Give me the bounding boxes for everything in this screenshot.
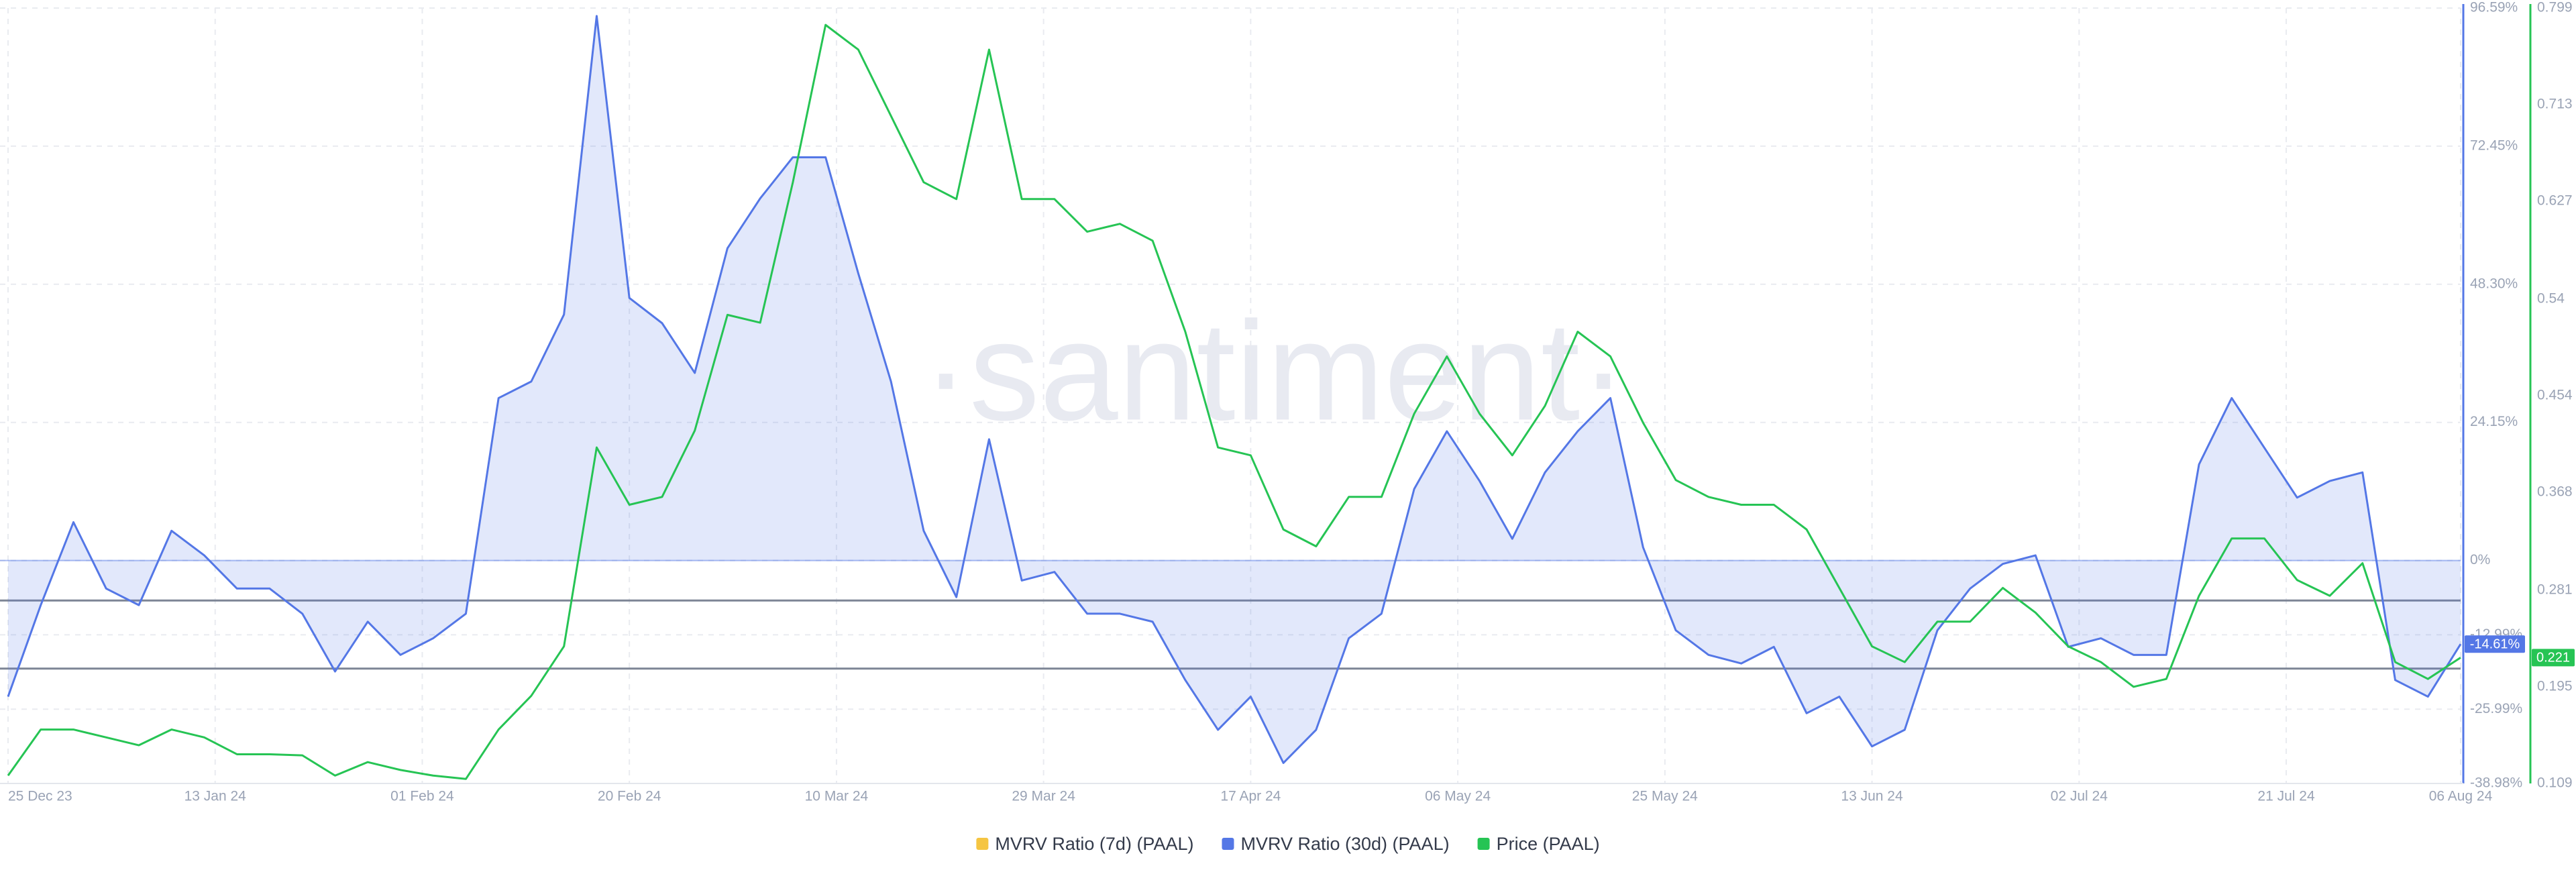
x-tick-label: 21 Jul 24	[2257, 789, 2315, 804]
y2-tick-label: 0.799	[2537, 0, 2573, 15]
y2-tick-label: 0.195	[2537, 678, 2573, 694]
y2-tick-label: 0.54	[2537, 290, 2565, 306]
x-tick-label: 13 Jan 24	[184, 789, 247, 804]
legend-swatch	[1222, 838, 1234, 850]
y2-tick-label: 0.368	[2537, 484, 2573, 500]
legend-swatch	[1477, 838, 1490, 850]
y-tick-label: 24.15%	[2470, 414, 2518, 429]
x-tick-label: 25 Dec 23	[8, 789, 72, 804]
watermark: ·santiment·	[922, 292, 1627, 449]
y2-tick-label: 0.627	[2537, 193, 2573, 209]
x-tick-label: 06 May 24	[1425, 789, 1491, 804]
y2-tick-label: 0.109	[2537, 775, 2573, 791]
y-tick-label: -25.99%	[2470, 701, 2522, 716]
x-tick-label: 20 Feb 24	[598, 789, 661, 804]
legend-label: MVRV Ratio (30d) (PAAL)	[1240, 834, 1449, 854]
x-tick-label: 13 Jun 24	[1841, 789, 1903, 804]
current-value-label: -14.61%	[2470, 637, 2520, 651]
legend-swatch	[976, 838, 989, 850]
line	[7, 23, 2461, 780]
x-tick-label: 29 Mar 24	[1012, 789, 1075, 804]
legend-label: Price (PAAL)	[1497, 834, 1600, 854]
x-tick-label: 17 Apr 24	[1220, 789, 1281, 804]
y-tick-label: 0%	[2470, 552, 2490, 567]
x-tick-label: 10 Mar 24	[805, 789, 869, 804]
x-tick-label: 01 Feb 24	[390, 789, 454, 804]
y2-tick-label: 0.454	[2537, 388, 2573, 403]
x-tick-label: 06 Aug 24	[2429, 789, 2493, 804]
y2-tick-label: 0.281	[2537, 582, 2573, 597]
x-tick-label: 25 May 24	[1632, 789, 1698, 804]
current-value-label: 0.221	[2536, 651, 2570, 665]
x-tick-label: 02 Jul 24	[2051, 789, 2108, 804]
y-tick-label: 96.59%	[2470, 0, 2518, 15]
area	[8, 15, 2461, 763]
y-tick-label: 72.45%	[2470, 138, 2518, 153]
legend: MVRV Ratio (7d) (PAAL) MVRV Ratio (30d) (…	[976, 834, 1600, 854]
y-tick-label: -38.98%	[2470, 775, 2522, 791]
y-tick-label: 48.30%	[2470, 276, 2518, 291]
y2-tick-label: 0.713	[2537, 97, 2573, 112]
current-value-box	[2465, 635, 2525, 653]
line	[7, 15, 2462, 764]
legend-label: MVRV Ratio (7d) (PAAL)	[995, 834, 1193, 854]
current-value-box	[2532, 649, 2575, 667]
